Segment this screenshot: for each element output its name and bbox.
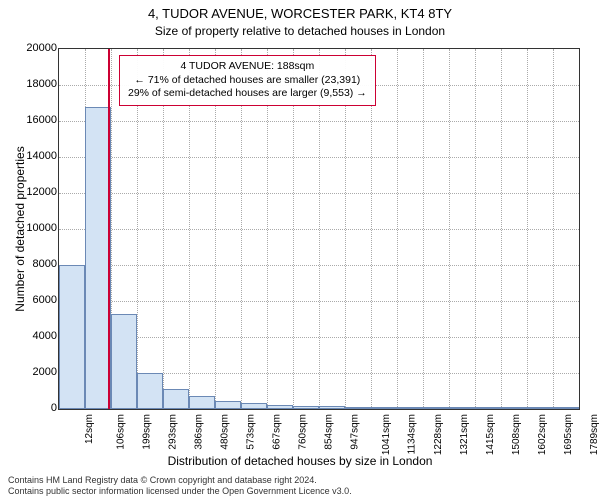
y-tick-label: 18000 <box>17 78 57 90</box>
x-tick-label: 480sqm <box>220 414 231 450</box>
gridline-v <box>501 49 502 409</box>
x-tick-label: 106sqm <box>116 414 127 450</box>
y-tick-label: 6000 <box>17 294 57 306</box>
x-tick-label: 12sqm <box>84 414 95 444</box>
plot-area: 4 TUDOR AVENUE: 188sqm ← 71% of detached… <box>58 48 580 410</box>
y-tick-label: 4000 <box>17 330 57 342</box>
x-tick-label: 1041sqm <box>381 414 392 455</box>
x-axis-label: Distribution of detached houses by size … <box>0 454 600 468</box>
histogram-bar <box>189 396 215 409</box>
histogram-bar <box>345 407 371 409</box>
histogram-bar <box>319 406 345 409</box>
x-tick-label: 1695sqm <box>563 414 574 455</box>
x-tick-label: 854sqm <box>324 414 335 450</box>
x-tick-label: 199sqm <box>142 414 153 450</box>
histogram-bar <box>241 403 267 409</box>
marker-annotation: 4 TUDOR AVENUE: 188sqm ← 71% of detached… <box>119 55 376 106</box>
histogram-bar <box>501 407 527 409</box>
x-tick-label: 573sqm <box>246 414 257 450</box>
gridline-v <box>423 49 424 409</box>
gridline-v <box>397 49 398 409</box>
x-tick-label: 1228sqm <box>433 414 444 455</box>
gridline-v <box>527 49 528 409</box>
chart-subtitle: Size of property relative to detached ho… <box>0 24 600 38</box>
y-tick-label: 20000 <box>17 42 57 54</box>
y-tick-label: 14000 <box>17 150 57 162</box>
histogram-bar <box>293 406 319 409</box>
histogram-bar <box>527 407 553 409</box>
x-tick-label: 667sqm <box>272 414 283 450</box>
y-tick-label: 2000 <box>17 366 57 378</box>
footer-line1: Contains HM Land Registry data © Crown c… <box>8 475 352 486</box>
x-tick-label: 1415sqm <box>485 414 496 455</box>
annotation-line3: 29% of semi-detached houses are larger (… <box>128 87 367 101</box>
x-tick-label: 1789sqm <box>589 414 600 455</box>
x-tick-label: 760sqm <box>298 414 309 450</box>
histogram-bar <box>163 389 189 409</box>
x-tick-label: 1321sqm <box>459 414 470 455</box>
x-tick-label: 1134sqm <box>406 414 417 454</box>
x-tick-label: 1508sqm <box>511 414 522 455</box>
annotation-line2: ← 71% of detached houses are smaller (23… <box>128 74 367 88</box>
marker-line <box>108 49 110 409</box>
footer-attribution: Contains HM Land Registry data © Crown c… <box>8 475 352 497</box>
x-tick-label: 947sqm <box>350 414 361 450</box>
histogram-bar <box>397 407 423 409</box>
histogram-bar <box>267 405 293 409</box>
chart-title: 4, TUDOR AVENUE, WORCESTER PARK, KT4 8TY <box>0 6 600 21</box>
histogram-bar <box>553 407 579 409</box>
y-tick-label: 8000 <box>17 258 57 270</box>
histogram-bar <box>111 314 137 409</box>
y-tick-label: 10000 <box>17 222 57 234</box>
x-tick-label: 1602sqm <box>537 414 548 455</box>
histogram-bar <box>137 373 163 409</box>
gridline-v <box>475 49 476 409</box>
gridline-v <box>449 49 450 409</box>
y-tick-label: 12000 <box>17 186 57 198</box>
footer-line2: Contains public sector information licen… <box>8 486 352 497</box>
annotation-line1: 4 TUDOR AVENUE: 188sqm <box>128 60 367 74</box>
y-tick-label: 16000 <box>17 114 57 126</box>
x-tick-label: 386sqm <box>194 414 205 450</box>
histogram-bar <box>449 407 475 409</box>
histogram-bar <box>475 407 501 409</box>
histogram-bar <box>423 407 449 409</box>
y-tick-label: 0 <box>17 402 57 414</box>
histogram-bar <box>371 407 397 409</box>
chart-container: 4, TUDOR AVENUE, WORCESTER PARK, KT4 8TY… <box>0 0 600 500</box>
x-tick-label: 293sqm <box>168 414 179 450</box>
histogram-bar <box>59 265 85 409</box>
histogram-bar <box>215 401 241 409</box>
gridline-v <box>553 49 554 409</box>
